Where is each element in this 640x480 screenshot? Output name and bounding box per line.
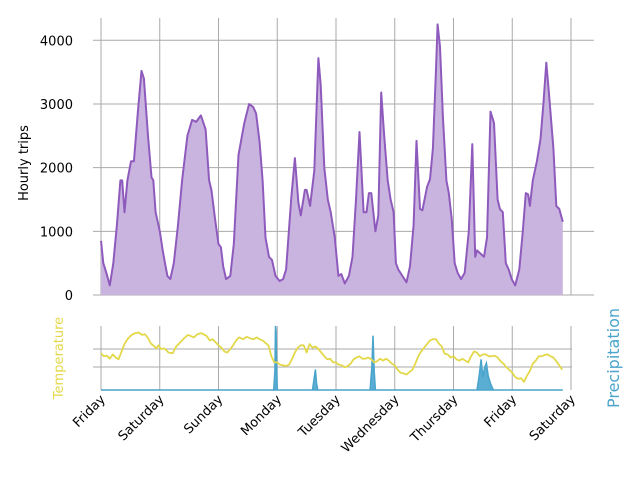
trips-grid (93, 18, 594, 296)
x-tick-label: Wednesday (339, 392, 403, 456)
x-tick-label: Friday (482, 392, 521, 431)
trips-y-tick-label: 2000 (40, 162, 73, 177)
trips-line (100, 23, 564, 287)
x-tick-label: Monday (238, 392, 285, 439)
trips-y-tick-labels: 0 1000 2000 3000 4000 (40, 34, 73, 304)
x-tick-label: Tuesday (295, 392, 344, 441)
precipitation-area (101, 325, 563, 391)
temperature-line (100, 331, 563, 383)
trips-y-tick-label: 1000 (40, 225, 73, 240)
temperature-axis-label: Temperature (52, 317, 67, 400)
x-tick-label: Friday (70, 392, 109, 431)
trips-y-tick-label: 3000 (40, 98, 73, 113)
x-tick-labels: Friday Saturday Sunday Monday TuesdayWednesd… (70, 392, 579, 456)
precipitation-axis-label: Precipitation (604, 308, 623, 408)
trips-y-axis-label: Hourly trips (17, 125, 32, 201)
trips-area (101, 24, 563, 296)
x-tick-label: Thursday (407, 392, 461, 446)
x-tick-label: Sunday (181, 392, 226, 437)
x-tick-label: Saturday (527, 392, 579, 444)
x-tick-label: Saturday (116, 392, 168, 444)
trips-y-tick-label: 4000 (40, 34, 73, 49)
trips-y-tick-label: 0 (65, 289, 73, 304)
weather-grid (93, 326, 572, 390)
